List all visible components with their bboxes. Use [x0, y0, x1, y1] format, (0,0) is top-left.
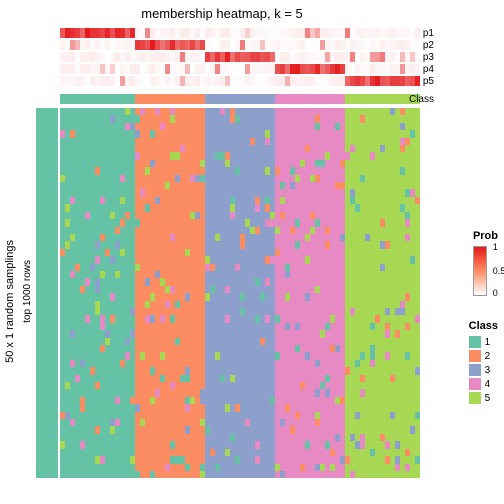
legend-label: 2 [485, 351, 491, 362]
legend-swatch [469, 378, 481, 390]
legend-swatch [469, 350, 481, 362]
legend-label: 4 [485, 379, 491, 390]
legend-label: 5 [485, 393, 491, 404]
legend-class-item: 2 [469, 350, 498, 362]
legend-swatch [469, 392, 481, 404]
ylabel-inner: top 1000 rows [22, 260, 33, 323]
legend-class-item: 1 [469, 336, 498, 348]
legend-prob-title: Prob [473, 230, 498, 242]
prob-row-p4 [60, 64, 420, 74]
prob-row-p5 [60, 76, 420, 86]
prob-row-p1 [60, 28, 420, 38]
legend-swatch [469, 364, 481, 376]
ylabel-outer: 50 x 1 random samplings [4, 240, 16, 363]
prob-row-label: p1 [423, 28, 434, 39]
class-seg [205, 94, 275, 104]
legend-label: 3 [485, 365, 491, 376]
legend-prob-gradient [473, 246, 487, 296]
heatmap-main [60, 108, 420, 478]
legend-class-item: 4 [469, 378, 498, 390]
prob-row-label: p5 [423, 76, 434, 87]
legend-label: 1 [485, 337, 491, 348]
legend-class-item: 3 [469, 364, 498, 376]
class-seg [60, 94, 135, 104]
legend-class: Class 1 2 3 4 5 [469, 320, 498, 404]
legend-prob: Prob 1 0.5 0 [473, 230, 498, 296]
class-seg [275, 94, 345, 104]
class-seg [135, 94, 205, 104]
prob-row-label: p3 [423, 52, 434, 63]
row-annotation-strip [36, 108, 58, 478]
prob-annotation-track [60, 28, 420, 86]
prob-row-p3 [60, 52, 420, 62]
legend-class-title: Class [469, 320, 498, 332]
class-annotation-row [60, 94, 420, 104]
class-row-label: Class [409, 94, 434, 105]
prob-row-p2 [60, 40, 420, 50]
legend-swatch [469, 336, 481, 348]
prob-row-label: p2 [423, 40, 434, 51]
chart-title: membership heatmap, k = 5 [0, 6, 444, 21]
legend-class-item: 5 [469, 392, 498, 404]
prob-row-label: p4 [423, 64, 434, 75]
